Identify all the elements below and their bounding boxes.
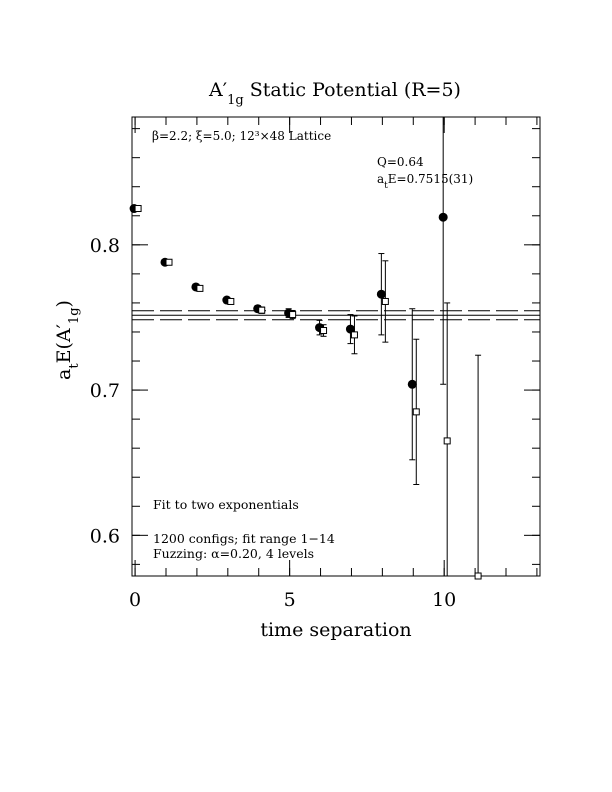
data-point-square <box>350 331 358 339</box>
fuzzing-note: Fuzzing: α=0.20, 4 levels <box>153 546 314 561</box>
fit-note: Fit to two exponentials <box>153 497 299 512</box>
x-axis-label: time separation <box>260 619 411 641</box>
y-axis-label: atE(A′1g) <box>53 300 82 380</box>
data-point-square <box>443 437 451 445</box>
data-point-square <box>412 408 420 416</box>
data-point-square <box>227 297 235 305</box>
data-point-circle <box>376 289 386 299</box>
plot-frame <box>131 116 541 577</box>
series-open-squares <box>134 205 482 580</box>
axis-ticks <box>132 117 540 576</box>
data-point-square <box>258 306 266 314</box>
y-tick-label: 0.8 <box>90 235 120 257</box>
data-point-circle <box>345 324 355 334</box>
data-point-circle <box>407 379 417 389</box>
data-point-square <box>381 297 389 305</box>
data-point-square <box>320 327 328 335</box>
chart-title: A′1g Static Potential (R=5) <box>208 79 461 108</box>
data-point-square <box>474 572 482 580</box>
data-point-circle <box>438 212 448 222</box>
x-tick-label: 0 <box>129 589 141 611</box>
x-tick-label: 5 <box>284 589 296 611</box>
y-tick-label: 0.6 <box>90 525 120 547</box>
q-annotation: Q=0.64 <box>377 155 424 169</box>
lattice-annotation: β=2.2; ξ=5.0; 12³×48 Lattice <box>152 129 331 143</box>
data-point-square <box>165 258 173 266</box>
data-point-square <box>289 311 297 319</box>
x-tick-label: 10 <box>432 589 456 611</box>
y-tick-label: 0.7 <box>90 380 120 402</box>
energy-annotation: atE=0.7515(31) <box>377 172 473 191</box>
data-point-square <box>196 284 204 292</box>
tick-labels: 0 5 10 0.6 0.7 0.8 <box>90 235 456 611</box>
configs-note: 1200 configs; fit range 1−14 <box>153 531 335 546</box>
data-point-square <box>134 205 142 213</box>
